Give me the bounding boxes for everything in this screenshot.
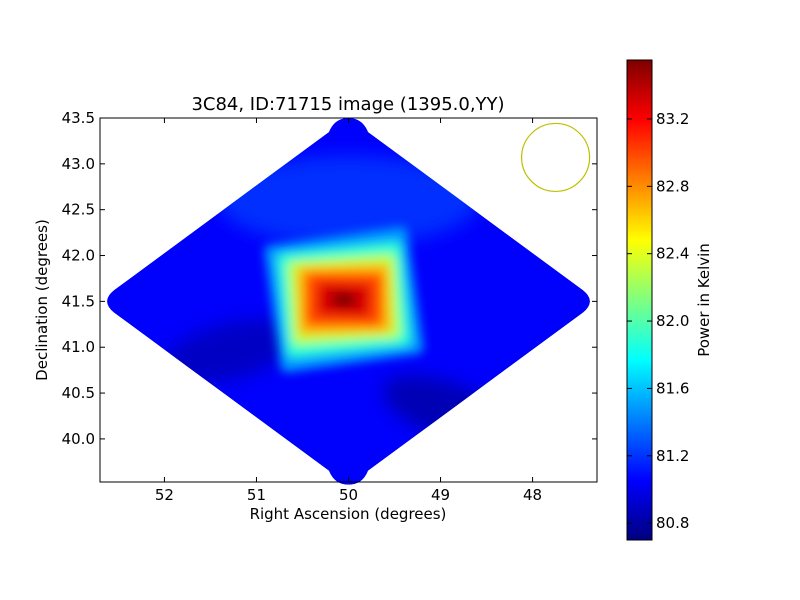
heatmap-region-north	[218, 155, 479, 246]
colorbar-tick-label: 81.2	[656, 447, 689, 465]
y-axis-label: Declination (degrees)	[33, 219, 51, 381]
y-tick-label: 42.0	[62, 247, 95, 265]
x-tick-label: 52	[155, 486, 174, 504]
y-tick-label: 42.5	[62, 201, 95, 219]
colorbar-label: Power in Kelvin	[695, 243, 713, 357]
colorbar-tick-label: 82.8	[656, 177, 689, 195]
y-tick-label: 41.0	[62, 338, 95, 356]
x-tick-label: 48	[523, 486, 542, 504]
y-tick-label: 43.5	[62, 109, 95, 127]
colorbar: 80.8 81.2 81.6 82.0 82.4 82.8 83.2	[626, 59, 689, 541]
x-axis: 52 51 50 49 48	[155, 118, 542, 504]
y-tick-label: 41.5	[62, 292, 95, 310]
beam-marker	[520, 122, 591, 193]
y-tick-label: 43.0	[62, 155, 95, 173]
x-tick-label: 50	[339, 486, 358, 504]
heatmap-core-ring	[331, 292, 356, 307]
colorbar-tick-label: 82.4	[656, 245, 689, 263]
chart-title: 3C84, ID:71715 image (1395.0,YY)	[191, 94, 504, 115]
heatmap-footprint	[107, 118, 590, 485]
colorbar-tick-label: 82.0	[656, 312, 689, 330]
colorbar-tick-label: 81.6	[656, 379, 689, 397]
colorbar-gradient	[626, 59, 653, 541]
y-tick-label: 40.5	[62, 384, 95, 402]
y-axis: 40.0 40.5 41.0 41.5 42.0 42.5 43.0 43.5	[62, 109, 597, 448]
y-tick-label: 40.0	[62, 430, 95, 448]
colorbar-tick-label: 80.8	[656, 514, 689, 532]
heatmap-image	[107, 118, 590, 485]
x-tick-label: 51	[247, 486, 266, 504]
colorbar-tick-label: 83.2	[656, 110, 689, 128]
heatmap-feature-low	[160, 319, 297, 385]
x-axis-label: Right Ascension (degrees)	[250, 505, 447, 523]
x-tick-label: 49	[431, 486, 450, 504]
